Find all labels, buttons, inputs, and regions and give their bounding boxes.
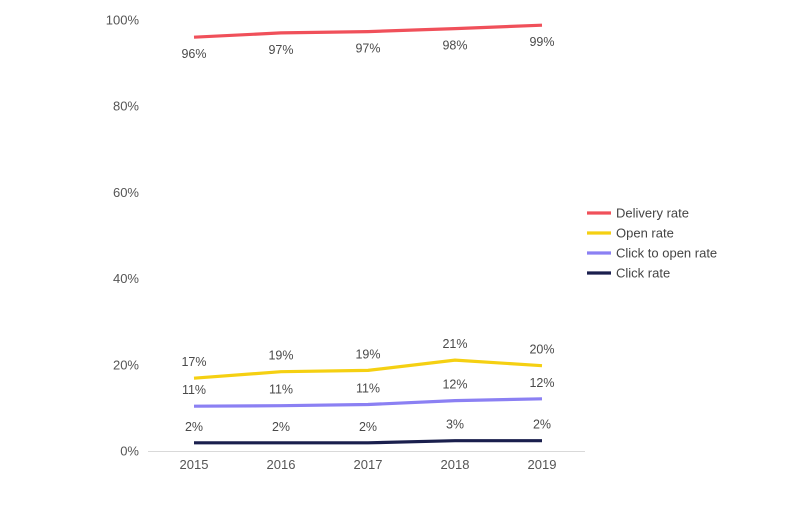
y-tick-label: 40% [113,271,139,286]
data-label: 12% [529,376,554,390]
x-tick-label: 2015 [180,457,209,472]
data-label: 2% [359,420,377,434]
data-label: 2% [533,418,551,432]
y-tick-label: 100% [106,13,140,28]
chart-legend: Delivery rate Open rate Click to open rate… [587,206,717,281]
legend-label: Delivery rate [616,206,689,221]
x-tick-label: 2019 [528,457,557,472]
data-label: 2% [185,420,203,434]
x-tick-label: 2016 [267,457,296,472]
data-label: 97% [355,42,380,56]
data-label: 99% [529,35,554,49]
series-line-click-rate [194,439,542,445]
data-label: 11% [269,383,293,397]
series-line-click-to-open-rate [193,397,543,408]
x-tick-label: 2017 [354,457,383,472]
data-label: 19% [268,349,293,363]
legend-label: Click rate [616,266,670,281]
series-line-delivery-rate [193,23,543,39]
x-tick-label: 2018 [441,457,470,472]
data-label: 2% [272,420,290,434]
data-label: 11% [356,381,380,395]
series-line-open-rate [193,358,543,380]
chart-data-labels: 96% 97% 97% 98% 99% 17% 19% 19% 21% 20% 11% 11% 11% 1… [181,35,554,434]
chart-series-lines [193,23,543,445]
legend-label: Click to open rate [616,246,717,261]
data-label: 3% [446,418,464,432]
data-label: 19% [355,347,380,361]
y-tick-label: 80% [113,99,139,114]
y-tick-label: 20% [113,357,139,372]
legend-label: Open rate [616,226,674,241]
data-label: 96% [181,47,206,61]
data-label: 98% [442,39,467,53]
data-label: 20% [529,343,554,357]
chart-axes: 0% 20% 40% 60% 80% 100% 2015 2016 2017 2018 2019 [106,13,585,472]
data-label: 97% [268,43,293,57]
data-label: 21% [442,337,467,351]
data-label: 17% [181,355,206,369]
data-label: 11% [182,383,206,397]
y-tick-label: 60% [113,185,139,200]
y-tick-label: 0% [120,444,139,459]
data-label: 12% [442,378,467,392]
